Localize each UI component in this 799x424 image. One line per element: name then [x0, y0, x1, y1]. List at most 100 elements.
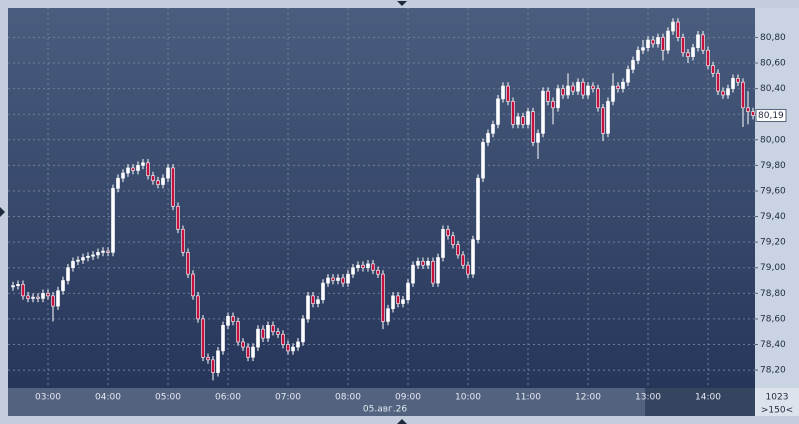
- left-handle[interactable]: [0, 207, 5, 217]
- candle-body: [381, 273, 385, 322]
- bottom-handle[interactable]: [397, 419, 407, 424]
- corner: [755, 388, 799, 416]
- x-tick-label: 09:00: [395, 393, 421, 403]
- candle-body: [186, 252, 190, 275]
- candle-body: [141, 162, 145, 166]
- candle-body: [576, 81, 580, 92]
- candle-body: [191, 273, 195, 297]
- candle-body: [181, 229, 185, 253]
- y-tick-label: 79,60: [760, 186, 786, 196]
- candle-body: [586, 85, 590, 96]
- candle-body: [121, 172, 125, 179]
- x-tick-label: 06:00: [215, 393, 241, 403]
- candle-body: [356, 264, 360, 269]
- candle-body: [16, 284, 20, 286]
- y-tick-label: 78,40: [760, 340, 786, 350]
- x-axis-strip: [8, 388, 755, 416]
- candle-body: [31, 296, 35, 299]
- candle-body: [206, 356, 210, 361]
- candle-body: [416, 261, 420, 266]
- last-price-box: [755, 108, 787, 122]
- candle-body: [96, 252, 100, 256]
- candle-body: [281, 333, 285, 345]
- candle-body: [111, 188, 115, 253]
- candle-body: [266, 325, 270, 339]
- candle-body: [661, 37, 665, 51]
- candle-body: [471, 239, 475, 275]
- candle-body: [461, 254, 465, 266]
- date-label: 05.авг.26: [363, 405, 407, 415]
- candle-body: [76, 259, 80, 262]
- y-tick-label: 78,60: [760, 314, 786, 324]
- candle-body: [36, 296, 40, 299]
- candle-body: [386, 308, 390, 322]
- candle-body: [611, 85, 615, 102]
- candle-body: [161, 177, 165, 185]
- candle-body: [571, 85, 575, 92]
- x-tick-label: 11:00: [515, 393, 541, 403]
- x-tick-label: 07:00: [275, 393, 301, 403]
- candle-body: [21, 284, 25, 297]
- candle-body: [371, 263, 375, 271]
- candle-body: [706, 49, 710, 66]
- candle-body: [491, 124, 495, 134]
- candle-body: [646, 39, 650, 48]
- candle-body: [56, 290, 60, 307]
- candle-body: [556, 88, 560, 109]
- candle-body: [346, 273, 350, 284]
- candle-body: [276, 331, 280, 335]
- candle-body: [211, 359, 215, 373]
- candle-body: [231, 316, 235, 322]
- candle-body: [196, 295, 200, 320]
- candle-body: [616, 85, 620, 89]
- candle-body: [626, 69, 630, 83]
- x-tick-label: 13:00: [635, 393, 661, 403]
- candle-body: [446, 229, 450, 237]
- candle-body: [581, 81, 585, 96]
- candle-body: [46, 293, 50, 297]
- candle-body: [146, 162, 150, 176]
- candle-body: [566, 85, 570, 96]
- y-tick-label: 80,80: [760, 33, 786, 43]
- candle-body: [591, 85, 595, 89]
- plot-area: [8, 8, 755, 388]
- y-tick-label: 79,00: [760, 263, 786, 273]
- candle-body: [676, 21, 680, 38]
- candle-body: [536, 133, 540, 143]
- candle-body: [291, 346, 295, 352]
- candle-body: [501, 85, 505, 100]
- candle-body: [696, 34, 700, 48]
- candle-body: [651, 39, 655, 45]
- candle-body: [11, 285, 15, 288]
- candle-body: [376, 269, 380, 275]
- candle-body: [726, 88, 730, 96]
- candle-body: [606, 101, 610, 134]
- candle-body: [621, 81, 625, 89]
- candle-body: [441, 229, 445, 258]
- candle-body: [701, 34, 705, 51]
- candle-body: [546, 90, 550, 102]
- candle-body: [481, 142, 485, 179]
- candle-body: [261, 328, 265, 339]
- candle-body: [201, 318, 205, 358]
- candle-body: [436, 257, 440, 284]
- candle-body: [391, 295, 395, 309]
- x-tick-label: 05:00: [155, 393, 181, 403]
- candle-body: [716, 72, 720, 92]
- candle-body: [731, 78, 735, 89]
- zoom-label[interactable]: >150<: [761, 406, 793, 416]
- candle-body: [116, 177, 120, 189]
- candle-body: [286, 344, 290, 352]
- top-handle[interactable]: [397, 1, 407, 6]
- candle-body: [71, 261, 75, 269]
- candle-body: [316, 299, 320, 304]
- candle-body: [506, 85, 510, 102]
- candle-body: [656, 37, 660, 45]
- candle-body: [271, 325, 275, 333]
- candle-body: [256, 328, 260, 348]
- candle-body: [511, 101, 515, 125]
- candle-body: [131, 167, 135, 171]
- x-tick-label: 14:00: [695, 393, 721, 403]
- x-tick-label: 08:00: [335, 393, 361, 403]
